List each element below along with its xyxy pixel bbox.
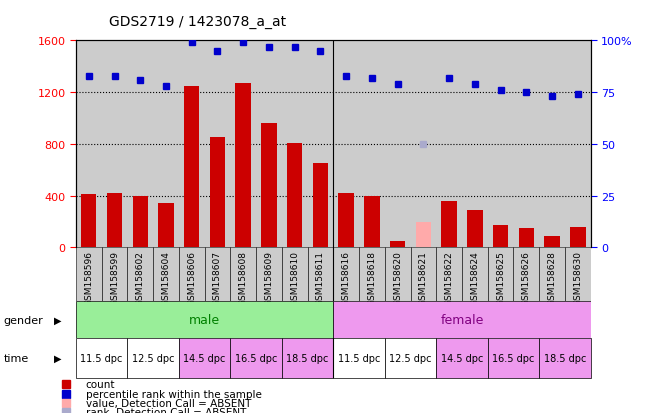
Text: percentile rank within the sample: percentile rank within the sample [86, 389, 261, 399]
Bar [436, 339, 488, 378]
Bar [76, 248, 102, 301]
Bar [565, 248, 591, 301]
Bar [539, 339, 591, 378]
Bar [364, 196, 380, 248]
Bar [385, 248, 411, 301]
Text: GSM158596: GSM158596 [84, 250, 93, 305]
Text: GSM158625: GSM158625 [496, 250, 505, 305]
Bar [127, 248, 153, 301]
Bar [133, 196, 148, 248]
Bar [179, 339, 230, 378]
Bar [158, 204, 174, 248]
Bar [107, 194, 122, 248]
Text: GSM158618: GSM158618 [368, 250, 376, 305]
Text: GSM158607: GSM158607 [213, 250, 222, 305]
Text: GSM158620: GSM158620 [393, 250, 402, 305]
Text: GSM158621: GSM158621 [419, 250, 428, 305]
Text: GSM158616: GSM158616 [342, 250, 350, 305]
Text: GSM158624: GSM158624 [471, 250, 479, 305]
Text: GSM158611: GSM158611 [316, 250, 325, 305]
Bar [236, 84, 251, 248]
Text: GSM158609: GSM158609 [265, 250, 273, 305]
Text: GDS2719 / 1423078_a_at: GDS2719 / 1423078_a_at [109, 15, 286, 29]
Bar [210, 138, 225, 248]
Bar [308, 248, 333, 301]
Bar [287, 143, 302, 248]
Text: 14.5 dpc: 14.5 dpc [441, 353, 483, 363]
Text: 16.5 dpc: 16.5 dpc [492, 353, 535, 363]
Bar [205, 248, 230, 301]
Bar [390, 241, 405, 248]
Text: GSM158599: GSM158599 [110, 250, 119, 305]
Bar [282, 248, 308, 301]
Bar [539, 248, 565, 301]
Bar [81, 195, 96, 248]
Text: value, Detection Call = ABSENT: value, Detection Call = ABSENT [86, 398, 251, 408]
Bar [333, 248, 359, 301]
Bar [385, 339, 436, 378]
Bar [359, 248, 385, 301]
Text: 11.5 dpc: 11.5 dpc [81, 353, 123, 363]
Bar [570, 227, 585, 248]
Text: rank, Detection Call = ABSENT: rank, Detection Call = ABSENT [86, 407, 246, 413]
Text: GSM158630: GSM158630 [574, 250, 582, 305]
Bar [184, 86, 199, 248]
Text: time: time [3, 353, 28, 363]
Bar [333, 339, 385, 378]
Text: 11.5 dpc: 11.5 dpc [338, 353, 380, 363]
Bar [467, 210, 482, 248]
Text: 18.5 dpc: 18.5 dpc [286, 353, 329, 363]
Bar [411, 248, 436, 301]
Text: 16.5 dpc: 16.5 dpc [235, 353, 277, 363]
Bar [544, 236, 560, 248]
Bar [333, 301, 591, 339]
Text: GSM158626: GSM158626 [522, 250, 531, 305]
Text: male: male [189, 313, 220, 327]
Bar [153, 248, 179, 301]
Bar [493, 226, 508, 248]
Bar [102, 248, 127, 301]
Text: GSM158604: GSM158604 [162, 250, 170, 305]
Bar [488, 339, 539, 378]
Text: GSM158602: GSM158602 [136, 250, 145, 305]
Bar [513, 248, 539, 301]
Bar [313, 164, 328, 248]
Bar [76, 339, 127, 378]
Text: 18.5 dpc: 18.5 dpc [544, 353, 586, 363]
Bar [179, 248, 205, 301]
Bar [230, 248, 256, 301]
Bar [488, 248, 513, 301]
Bar [261, 124, 277, 248]
Bar [436, 248, 462, 301]
Text: ▶: ▶ [54, 353, 61, 363]
Text: GSM158622: GSM158622 [445, 250, 453, 305]
Bar [76, 301, 333, 339]
Bar [339, 194, 354, 248]
Bar [256, 248, 282, 301]
Bar [519, 228, 534, 248]
Text: female: female [440, 313, 484, 327]
Bar [230, 339, 282, 378]
Text: 14.5 dpc: 14.5 dpc [183, 353, 226, 363]
Bar [442, 201, 457, 248]
Text: GSM158608: GSM158608 [239, 250, 248, 305]
Bar [127, 339, 179, 378]
Text: 12.5 dpc: 12.5 dpc [389, 353, 432, 363]
Text: GSM158628: GSM158628 [548, 250, 556, 305]
Text: GSM158610: GSM158610 [290, 250, 299, 305]
Bar [462, 248, 488, 301]
Text: 12.5 dpc: 12.5 dpc [132, 353, 174, 363]
Text: count: count [86, 379, 115, 389]
Text: ▶: ▶ [54, 315, 61, 325]
Bar [282, 339, 333, 378]
Text: GSM158606: GSM158606 [187, 250, 196, 305]
Text: gender: gender [3, 315, 43, 325]
Bar [416, 222, 431, 248]
